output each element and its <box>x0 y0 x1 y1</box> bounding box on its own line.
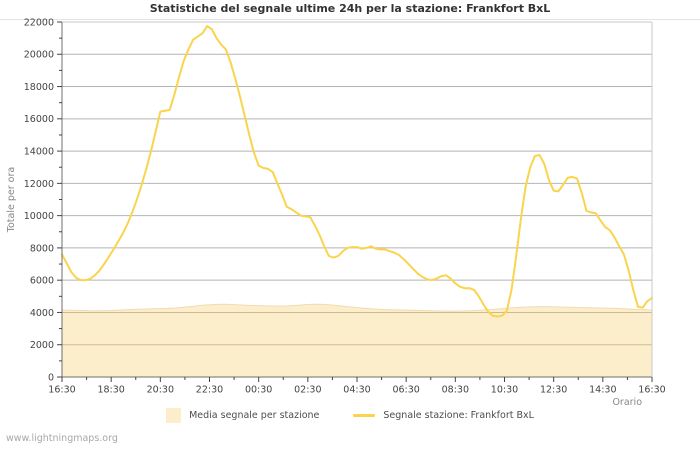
y-tick-label: 2000 <box>30 340 54 351</box>
x-tick-label: 16:30 <box>48 385 75 396</box>
x-axis-title: Orario <box>612 397 642 408</box>
x-tick-label: 16:30 <box>638 385 665 396</box>
legend-item-average: Media segnale per stazione <box>166 408 319 423</box>
y-tick-label: 20000 <box>24 50 54 61</box>
x-tick-label: 22:30 <box>196 385 223 396</box>
y-tick-label: 8000 <box>30 243 54 254</box>
chart-title: Statistiche del segnale ultime 24h per l… <box>149 2 551 15</box>
average-area-edge <box>61 303 653 312</box>
x-tick-label: 12:30 <box>540 385 567 396</box>
line-swatch-icon <box>353 414 376 417</box>
y-tick-label: 0 <box>48 372 54 383</box>
legend-item-station: Segnale stazione: Frankfort BxL <box>353 410 534 421</box>
y-tick-label: 22000 <box>24 17 54 28</box>
y-tick-label: 12000 <box>24 179 54 190</box>
y-tick-label: 14000 <box>24 146 54 157</box>
title-divider <box>0 19 700 20</box>
y-tick-label: 16000 <box>24 114 54 125</box>
chart-legend: Media segnale per stazione Segnale stazi… <box>0 408 700 423</box>
x-tick-label: 18:30 <box>97 385 124 396</box>
x-tick-label: 02:30 <box>294 385 321 396</box>
x-tick-label: 04:30 <box>343 385 370 396</box>
legend-label-station: Segnale stazione: Frankfort BxL <box>383 410 534 421</box>
x-tick-label: 00:30 <box>245 385 272 396</box>
y-tick-label: 18000 <box>24 82 54 93</box>
station-signal-line <box>61 25 653 318</box>
footer-url: www.lightningmaps.org <box>6 433 118 444</box>
y-tick-label: 10000 <box>24 211 54 222</box>
average-area-fill <box>62 304 652 377</box>
x-tick-label: 06:30 <box>392 385 419 396</box>
area-swatch-icon <box>166 408 182 423</box>
y-tick-label: 6000 <box>30 276 54 287</box>
legend-label-average: Media segnale per stazione <box>189 410 320 421</box>
x-tick-label: 20:30 <box>147 385 174 396</box>
x-tick-label: 10:30 <box>491 385 518 396</box>
y-axis-title: Totale per ora <box>6 167 17 233</box>
x-tick-label: 08:30 <box>442 385 469 396</box>
x-tick-label: 14:30 <box>589 385 616 396</box>
y-tick-label: 4000 <box>30 308 54 319</box>
